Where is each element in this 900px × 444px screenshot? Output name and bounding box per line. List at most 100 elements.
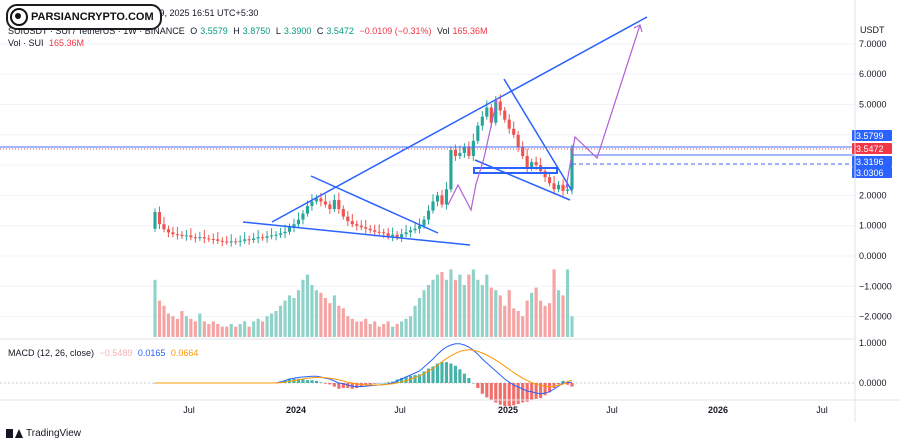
- volume-bar: [292, 298, 296, 337]
- candle-body: [207, 238, 211, 240]
- macd-histogram-bar: [323, 383, 327, 384]
- macd-histogram-bar: [480, 383, 484, 394]
- candle-body: [543, 171, 547, 178]
- macd-histogram-bar: [449, 363, 453, 383]
- close-value: 3.5472: [326, 26, 354, 36]
- price-axis[interactable]: USDT7.00006.00005.00004.00003.00002.0000…: [859, 25, 892, 388]
- volume-bar: [530, 292, 534, 337]
- flag2-top-line[interactable]: [503, 78, 573, 192]
- candle-body: [198, 237, 202, 239]
- volume-bar: [548, 303, 552, 337]
- volume-bar: [287, 295, 292, 337]
- chart-timestamp: Apr 29, 2025 16:51 UTC+5:30: [138, 8, 261, 18]
- price-label-text: 3.3196: [856, 157, 884, 167]
- candle-body: [157, 212, 162, 225]
- trendline-drawings[interactable]: [0, 16, 855, 246]
- candle-body: [507, 119, 511, 129]
- macd-axis-tick-label: 0.0000: [859, 378, 887, 388]
- volume-legend[interactable]: Vol · SUI 165.36M: [8, 38, 87, 48]
- volume-bar: [278, 305, 283, 337]
- volume-bar: [449, 269, 453, 337]
- volume-bar: [417, 298, 422, 337]
- macd-legend[interactable]: MACD (12, 26, close) −0.5489 0.0165 0.06…: [8, 348, 201, 358]
- flag1-bottom-line[interactable]: [242, 221, 471, 246]
- volume-bar: [310, 285, 314, 337]
- candle-body: [422, 219, 426, 226]
- candle-body: [494, 101, 498, 123]
- tradingview-brand[interactable]: TradingView: [6, 428, 81, 439]
- candle-body: [453, 149, 457, 157]
- macd-histogram-bar: [310, 380, 314, 383]
- volume-bar: [328, 303, 332, 337]
- support-box[interactable]: [473, 167, 558, 174]
- upper-trendline[interactable]: [271, 16, 648, 223]
- price-axis-tick-label: 1.0000: [859, 221, 887, 231]
- flag1-top-line[interactable]: [310, 175, 439, 234]
- symbol-title[interactable]: SUIUSDT · SUI / TetherUS · 1W · BINANCE: [8, 26, 185, 36]
- volume-bar: [323, 298, 327, 337]
- candle-body: [162, 224, 166, 230]
- candle-body: [287, 227, 292, 232]
- volume-bar: [270, 313, 274, 337]
- price-label-badge: [852, 143, 892, 154]
- macd-histogram-bar: [413, 375, 417, 383]
- volume-bar: [364, 318, 368, 337]
- price-axis-tick-label: −1.0000: [859, 281, 892, 291]
- macd-histogram-bar: [382, 383, 386, 384]
- volume-legend-label[interactable]: Vol · SUI: [8, 38, 44, 48]
- candle-body: [243, 239, 247, 241]
- macd-histogram-bar: [453, 365, 457, 383]
- macd-histogram-bar: [391, 381, 395, 383]
- macd-histogram-bar: [431, 366, 435, 383]
- macd-histogram-bar: [287, 378, 292, 383]
- candle-body: [278, 233, 283, 235]
- volume-bar: [189, 318, 193, 337]
- volume-bar: [471, 269, 475, 337]
- volume-bar: [162, 305, 166, 337]
- volume-bar: [355, 321, 359, 337]
- purple-projection-path[interactable]: [565, 24, 641, 189]
- volume-bar: [359, 321, 363, 337]
- volume-bar: [341, 308, 345, 337]
- price-label-badge: [852, 156, 892, 167]
- candle-body: [530, 162, 534, 169]
- macd-legend-label[interactable]: MACD (12, 26, close): [8, 348, 95, 358]
- macd-histogram-bar: [548, 383, 552, 393]
- candle-body: [341, 209, 345, 217]
- candle-body: [270, 235, 274, 237]
- macd-histogram-bar: [512, 383, 516, 406]
- symbol-legend[interactable]: SUIUSDT · SUI / TetherUS · 1W · BINANCE …: [8, 26, 491, 36]
- volume-bar: [382, 324, 386, 337]
- candle-body: [395, 234, 399, 238]
- time-axis[interactable]: Jul 2024 Jul 2025 Jul 2026 Jul: [183, 405, 828, 415]
- purple-projection-path-left[interactable]: [447, 98, 498, 212]
- candle-body: [476, 125, 480, 141]
- low-label: L: [275, 26, 281, 36]
- macd-histogram-bar: [377, 383, 381, 384]
- time-axis-tick-label: 2025: [498, 405, 518, 415]
- candle-body: [225, 241, 229, 243]
- macd-signal-value: 0.0664: [170, 348, 199, 358]
- candle-body: [525, 156, 529, 169]
- purple-arrowhead: [633, 24, 643, 33]
- macd-axis-tick-label: 1.0000: [859, 338, 887, 348]
- candle-body: [337, 199, 341, 210]
- volume-bar: [467, 274, 471, 337]
- macd-histogram-bar: [543, 383, 547, 396]
- volume-bar: [180, 311, 184, 337]
- candle-body: [570, 148, 574, 190]
- macd-histogram-bar: [485, 383, 489, 398]
- candle-body: [234, 241, 238, 243]
- volume-bar: [453, 279, 457, 337]
- flag2-bottom-line[interactable]: [474, 159, 571, 201]
- volume-bar: [234, 326, 238, 337]
- volume-bar: [296, 290, 301, 337]
- macd-histogram-bar: [530, 383, 534, 400]
- volume-bar: [391, 326, 395, 337]
- volume-bar: [350, 318, 354, 337]
- volume-bar: [503, 305, 507, 337]
- volume-bar: [565, 269, 570, 337]
- volume-bar: [476, 279, 480, 337]
- price-axis-tick-label: 0.0000: [859, 251, 887, 261]
